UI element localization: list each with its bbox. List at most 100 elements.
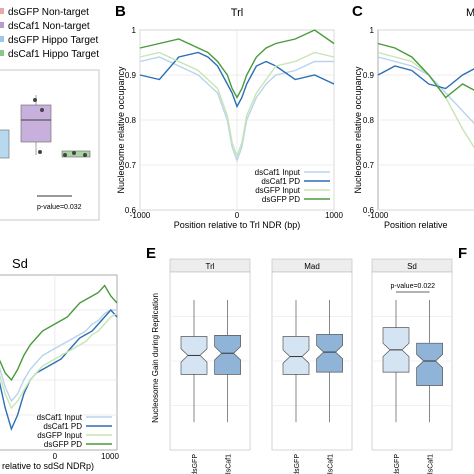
panel-d-title: Sd (12, 256, 28, 271)
legend-label: dsGFP PD (44, 440, 82, 449)
panel-c-grid (378, 29, 474, 211)
x-tick-label: dsCaf1 (328, 454, 335, 474)
x-tick-label: 0 (53, 452, 58, 461)
legend-item-3: dsGFP Hippo Target (0, 35, 98, 46)
panel-b-yticks: 0.6 0.7 0.8 0.9 1 (125, 26, 137, 215)
panel-b-grid (139, 29, 335, 211)
series-line (139, 56, 334, 163)
panel-c-xticks: -1000 (368, 211, 389, 220)
panel-a-point (83, 153, 87, 157)
x-tick-label: -1000 (368, 211, 389, 220)
legend-item-2: dsCaf1 Non-target (0, 21, 90, 32)
panel-d-lines (0, 284, 118, 432)
panel-e-subplots: Trl dsGFP dsCaf1 Mad dsGFP dsCaf1 Sd dsGFP dsCaf… (169, 258, 453, 474)
panel-a-legend: dsGFP Non-target dsCaf1 Non-target dsGFP… (0, 7, 99, 60)
panel-c-lines (377, 42, 474, 149)
y-tick-label: 0.6 (363, 206, 375, 215)
boxplot-subplot: Trl dsGFP dsCaf1 (169, 258, 251, 474)
subplot-title: Sd (407, 262, 417, 271)
legend-item-4: dsCaf1 Hippo Target (0, 49, 99, 60)
series-line (377, 65, 474, 90)
legend-label: dsCaf1 Input (255, 168, 301, 177)
panel-a-box-2 (20, 104, 52, 143)
y-tick-label: 0.8 (125, 116, 137, 125)
panel-letter-e: E (146, 245, 156, 262)
panel-c-yticks: 0.6 0.7 0.8 0.9 1 (363, 26, 375, 215)
legend-label: dsCaf1 Non-target (8, 21, 90, 32)
y-tick-label: 1 (132, 26, 137, 35)
legend-label: dsGFP Non-target (8, 7, 89, 18)
legend-label: dsCaf1 PD (261, 177, 300, 186)
panel-a: dsGFP Non-target dsCaf1 Non-target dsGFP… (0, 7, 100, 221)
panel-e-ylabel: Nucleosome Gain during Replication (151, 293, 160, 423)
legend-item-1: dsGFP Non-target (0, 7, 89, 18)
panel-a-point (63, 153, 67, 157)
y-tick-label: 0.8 (363, 116, 375, 125)
panel-a-point (40, 108, 44, 112)
series-line (0, 309, 117, 403)
panel-c: C M Nucleosome relative occupancy Positi… (352, 3, 474, 230)
panel-a-point (33, 98, 37, 102)
x-tick-label: 1000 (101, 452, 119, 461)
series-line (377, 42, 474, 99)
panel-letter-c: C (352, 3, 363, 20)
y-tick-label: 1 (370, 26, 375, 35)
panel-c-title: M (466, 7, 474, 19)
panel-b-xlabel: Position relative to Trl NDR (bp) (174, 220, 301, 230)
box-body (214, 335, 241, 375)
x-tick-label: 0 (235, 211, 240, 220)
subplot-title: Mad (304, 262, 320, 271)
panel-b-title: Trl (231, 7, 243, 19)
boxplot-subplot: Sd dsGFP dsCaf1 p-value=0.022 (371, 258, 453, 474)
panel-d-frame (0, 274, 118, 451)
subplot-title: Trl (205, 262, 214, 271)
legend-label: dsGFP Input (37, 431, 83, 440)
panel-a-pvalue: p-value=0.032 (37, 204, 82, 211)
panel-b: B Trl Nucleosome relative occupancy Posi… (115, 3, 343, 230)
y-tick-label: 0.9 (363, 71, 375, 80)
legend-swatch (0, 50, 4, 56)
y-tick-label: 0.7 (125, 161, 137, 170)
panel-d-xticks: 0 1000 (53, 452, 120, 461)
series-line (0, 312, 118, 410)
x-tick-label: dsGFP (192, 454, 199, 474)
x-tick-label: dsGFP (294, 454, 301, 474)
y-tick-label: 0.6 (125, 206, 137, 215)
legend-label: dsCaf1 Input (37, 413, 83, 422)
panel-a-box-1 (0, 129, 10, 159)
pvalue-label: p-value=0.022 (391, 283, 436, 290)
y-tick-label: 0.9 (125, 71, 137, 80)
legend-label: dsGFP Hippo Target (8, 35, 98, 46)
legend-label: dsGFP Input (255, 186, 301, 195)
series-line (139, 51, 335, 109)
x-tick-label: dsCaf1 (226, 454, 233, 474)
y-tick-label: 0.7 (363, 161, 375, 170)
legend-swatch (0, 8, 4, 14)
series-line (139, 29, 335, 99)
x-tick-label: dsCaf1 (428, 454, 435, 474)
series-line (0, 284, 118, 382)
panel-c-ylabel: Nucleosome relative occupancy (353, 66, 363, 194)
box-body (282, 336, 310, 375)
x-tick-label: 1000 (325, 211, 343, 220)
panel-b-lines (139, 29, 335, 163)
legend-label: dsCaf1 Hippo Target (8, 49, 99, 60)
panel-b-xticks: -1000 0 1000 (130, 211, 344, 220)
legend-swatch (0, 36, 4, 42)
panel-c-xlabel: Position relative (384, 220, 448, 230)
panel-letter-b: B (115, 3, 126, 20)
legend-swatch (0, 22, 4, 28)
x-tick-label: dsGFP (394, 454, 401, 474)
box-body (316, 333, 343, 373)
panel-d-xlabel: relative to sdSd NDRp) (2, 461, 94, 471)
legend-label: dsCaf1 PD (43, 422, 82, 431)
panel-a-point (38, 150, 42, 154)
panel-a-box-3 (61, 150, 91, 158)
boxplot-subplot: Mad dsGFP dsCaf1 (271, 258, 353, 474)
panel-a-frame (0, 69, 100, 221)
panel-letter-f: F (458, 245, 467, 262)
